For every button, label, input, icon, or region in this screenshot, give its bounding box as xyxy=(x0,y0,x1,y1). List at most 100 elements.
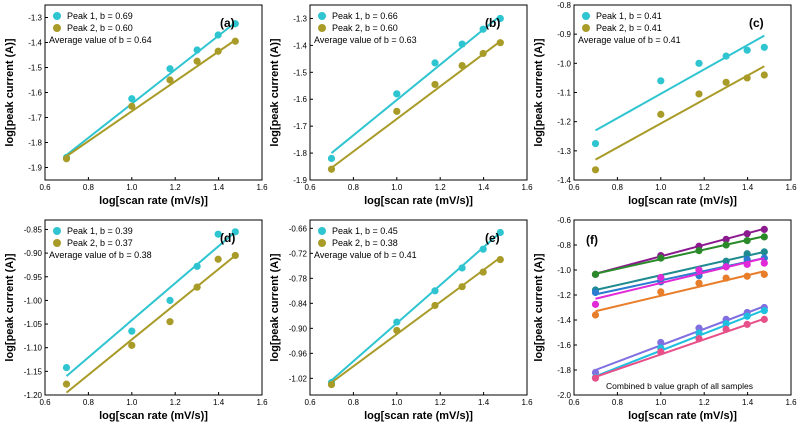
data-point xyxy=(760,43,768,51)
panel-label: (e) xyxy=(485,231,500,245)
fit-line xyxy=(65,39,236,158)
x-tick-label: 1.2 xyxy=(699,183,711,192)
data-point xyxy=(760,233,768,241)
y-tick-label: -1.6 xyxy=(293,95,307,104)
y-tick-label: -1.3 xyxy=(293,14,307,23)
data-point xyxy=(327,165,336,173)
data-point xyxy=(193,57,201,65)
data-point xyxy=(327,154,336,163)
legend-marker xyxy=(53,227,61,235)
y-axis-label: log[peak current (A)] xyxy=(533,38,545,147)
y-tick-label: -1.20 xyxy=(24,391,43,400)
data-point xyxy=(231,251,239,260)
x-tick-label: 1.2 xyxy=(435,398,447,407)
data-point xyxy=(722,257,730,265)
y-tick-label: -1.2 xyxy=(557,118,571,127)
data-point xyxy=(722,320,730,328)
data-point xyxy=(657,348,665,356)
y-tick-label: -0.96 xyxy=(289,349,308,358)
data-point xyxy=(695,90,703,98)
x-tick-label: 0.6 xyxy=(304,398,316,407)
data-point xyxy=(760,254,768,262)
x-tick-label: 0.6 xyxy=(39,183,51,192)
x-axis-label: log[scan rate (mV/s)] xyxy=(364,410,473,422)
data-point xyxy=(214,31,222,39)
data-point xyxy=(496,14,504,23)
y-tick-label: -1.9 xyxy=(28,164,42,173)
data-point xyxy=(458,283,466,291)
x-axis-label: log[scan rate (mV/s)] xyxy=(628,410,737,422)
panel-label: (c) xyxy=(749,16,764,30)
y-tick-label: -0.90 xyxy=(24,249,43,258)
y-tick-label: -1.8 xyxy=(28,139,42,148)
y-tick-label: -1.3 xyxy=(28,14,42,23)
x-tick-label: 1.4 xyxy=(213,183,225,192)
data-point xyxy=(657,338,665,347)
panel-label: (d) xyxy=(220,231,235,245)
legend-label: Peak 1, b = 0.41 xyxy=(596,11,662,21)
y-axis-label: log[peak current (A)] xyxy=(4,253,16,362)
x-tick-label: 0.6 xyxy=(39,398,51,407)
fit-line xyxy=(595,250,765,291)
data-point xyxy=(695,324,703,332)
fit-line xyxy=(594,65,765,161)
y-tick-label: -1.9 xyxy=(293,176,307,185)
fit-line xyxy=(65,21,236,156)
data-point xyxy=(479,268,487,276)
y-tick-label: -0.90 xyxy=(289,324,308,333)
fit-line xyxy=(65,254,236,394)
y-tick-label: -0.6 xyxy=(557,216,571,225)
data-point xyxy=(743,272,751,280)
legend-label: Peak 1, b = 0.45 xyxy=(332,226,398,236)
data-point xyxy=(62,363,71,372)
legend-marker xyxy=(53,239,61,247)
y-tick-label: -1.0 xyxy=(557,59,571,68)
annotation-average-b: Average value of b = 0.41 xyxy=(578,35,681,45)
plot-frame xyxy=(309,4,528,181)
fit-line xyxy=(595,317,765,378)
y-axis-label: log[peak current (A)] xyxy=(533,253,545,362)
legend-label: Peak 2, b = 0.37 xyxy=(67,238,133,248)
y-tick-label: -1.02 xyxy=(289,374,308,383)
fit-line xyxy=(595,227,765,275)
legend-marker xyxy=(582,24,590,32)
data-point xyxy=(193,262,201,270)
data-point xyxy=(760,248,768,256)
x-tick-label: 1.6 xyxy=(256,183,268,192)
plot-frame xyxy=(309,219,528,396)
data-point xyxy=(591,139,600,148)
data-point xyxy=(760,270,768,278)
y-axis-label: log[peak current (A)] xyxy=(269,253,281,362)
x-tick-label: 0.8 xyxy=(348,183,360,192)
data-point xyxy=(722,52,730,60)
data-point xyxy=(760,225,768,233)
panel-label: (f) xyxy=(586,233,598,247)
data-point xyxy=(128,327,136,335)
y-tick-label: -0.9 xyxy=(557,30,571,39)
y-tick-label: -0.78 xyxy=(289,274,308,283)
legend-label: Peak 2, b = 0.38 xyxy=(332,238,398,248)
y-tick-label: -1.1 xyxy=(557,89,571,98)
data-point xyxy=(743,46,751,54)
x-tick-label: 1.0 xyxy=(391,183,403,192)
y-tick-label: -1.3 xyxy=(557,147,571,156)
panel-label: (a) xyxy=(220,16,235,30)
data-point xyxy=(431,301,439,310)
y-tick-label: -1.5 xyxy=(293,68,307,77)
chart-panel-4: 0.6 0.8 1.0 1.2 1.4 1.6 -1.20 -1.15 -1.10 -1.05 -1… xyxy=(4,219,268,422)
fit-line xyxy=(65,231,236,377)
fit-line xyxy=(330,256,501,384)
data-point xyxy=(695,335,703,343)
data-point xyxy=(166,65,174,73)
fit-line xyxy=(330,14,501,154)
x-tick-label: 1.6 xyxy=(785,398,797,407)
legend-marker xyxy=(318,227,326,235)
fit-line xyxy=(330,231,501,382)
data-point xyxy=(166,296,174,305)
data-point xyxy=(166,76,174,84)
data-point xyxy=(743,250,751,258)
data-point xyxy=(722,325,730,333)
data-point xyxy=(393,107,401,115)
data-point xyxy=(496,255,504,264)
chart-panel-6: 0.6 0.8 1.0 1.2 1.4 1.6 -2.0 -1.8 -1.6 -1.4 -1.2 -1… xyxy=(533,216,797,422)
